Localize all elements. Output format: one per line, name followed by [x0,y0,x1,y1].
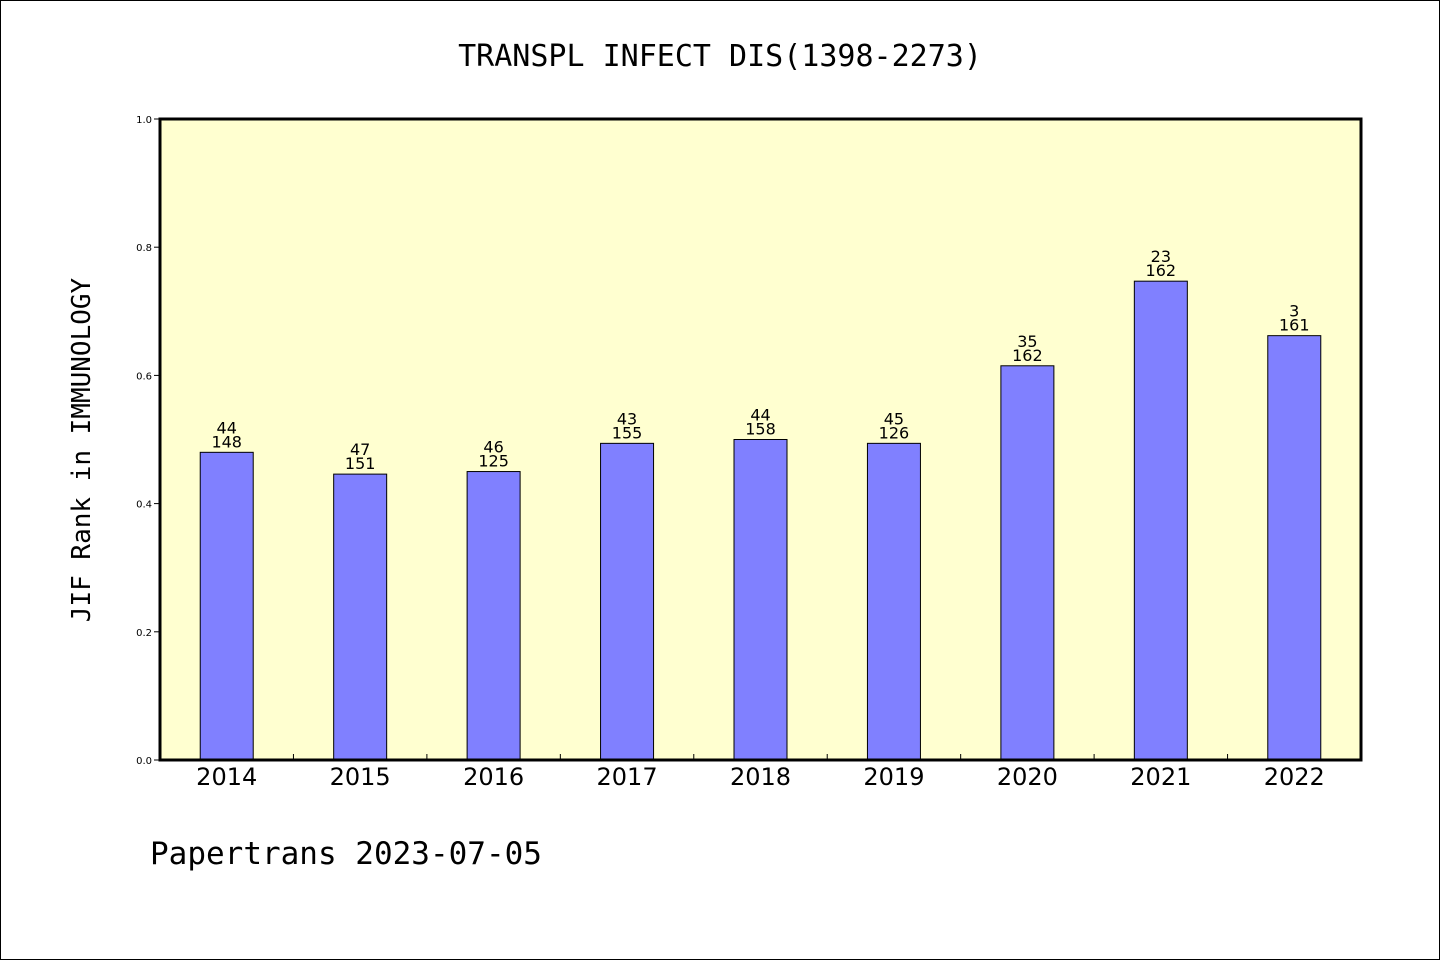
x-tick-label: 2014 [196,763,257,791]
bar-2020 [1000,365,1055,761]
plot-border [158,117,1363,762]
y-tick-label: 0.6 [136,371,152,382]
data-label-rank: 44 [217,418,237,437]
chart-title: TRANSPL INFECT DIS(1398-2273) [458,39,982,74]
bar-2019 [866,442,921,761]
x-tick-label: 2021 [1130,763,1191,791]
y-tick-label: 1.0 [136,115,152,126]
y-tick-label: 0.2 [136,628,152,639]
x-tick-label: 2019 [863,763,924,791]
data-label-rank: 47 [350,440,370,459]
bar-2014 [199,451,254,761]
x-tick-label: 2022 [1264,763,1325,791]
x-tick-label: 2016 [463,763,524,791]
data-label-total: 151 [345,454,376,473]
data-label-rank: 45 [884,409,904,428]
x-tick-label: 2017 [597,763,658,791]
data-label-total: 125 [478,452,509,471]
bar-2017 [600,442,655,761]
data-label-total: 148 [211,432,242,451]
bar-2016 [466,471,521,761]
x-tick-label: 2015 [330,763,391,791]
data-label-total: 162 [1146,261,1177,280]
y-tick-label: 0.8 [136,243,152,254]
data-label-rank: 43 [617,409,637,428]
x-tick-label: 2018 [730,763,791,791]
bars-group [199,280,1322,761]
data-label-total: 162 [1012,346,1043,365]
data-label-total: 158 [745,420,776,439]
footer-watermark: Papertrans 2023-07-05 [150,836,542,872]
y-ticks-group: 0.0 0.2 0.4 0.6 0.8 1.0 [136,115,160,767]
data-label-rank: 23 [1151,247,1171,266]
x-tick-label: 2020 [997,763,1058,791]
data-label-total: 161 [1279,316,1310,335]
bar-2022 [1267,335,1322,761]
data-label-rank: 3 [1289,302,1299,321]
data-label-total: 126 [879,423,910,442]
bar-2021 [1133,280,1188,761]
y-axis-label: JIF Rank in IMMUNOLOGY [67,277,97,622]
bar-2018 [733,439,788,761]
bar-2015 [333,473,388,761]
data-label-rank: 35 [1017,332,1037,351]
data-label-rank: 46 [483,438,503,457]
data-label-total: 155 [612,423,643,442]
x-ticks-group: 2014 2015 2016 2017 2018 2019 2020 2021 2022 [196,754,1325,791]
y-tick-label: 0.4 [136,500,152,511]
data-label-rank: 44 [750,406,770,425]
y-tick-label: 0.0 [136,756,152,767]
